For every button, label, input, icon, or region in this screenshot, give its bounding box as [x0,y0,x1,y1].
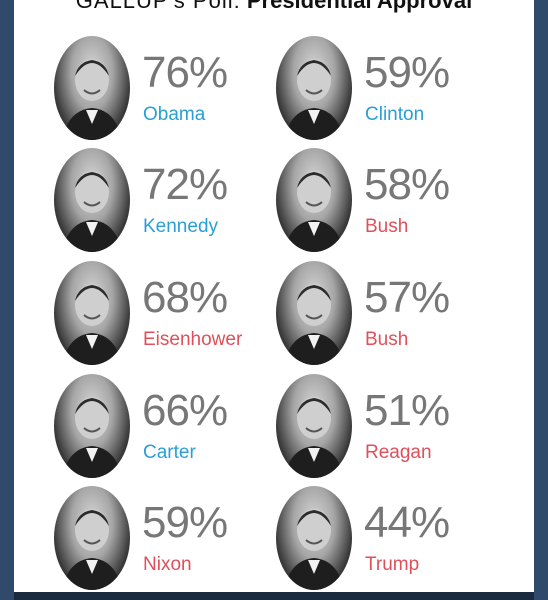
approval-value: 51% [364,386,450,435]
approval-value: 76% [142,48,228,97]
president-name: Clinton [365,104,425,125]
approval-entry: 68% Eisenhower [54,261,304,369]
president-portrait [54,486,130,590]
president-portrait [276,36,352,140]
approval-entry: 59% Clinton [276,36,526,144]
president-portrait [276,148,352,252]
approval-value: 72% [142,160,228,209]
approval-value: 58% [364,160,450,209]
president-portrait [54,374,130,478]
approval-entry: 58% Bush [276,148,526,256]
president-portrait [54,261,130,365]
approval-entry: 44% Trump [276,486,526,594]
approval-entry: 76% Obama [54,36,304,144]
approval-entry: 59% Nixon [54,486,304,594]
approval-value: 57% [364,273,450,322]
president-name: Reagan [365,442,432,463]
president-portrait [276,261,352,365]
approval-value: 44% [364,498,450,547]
president-name: Bush [365,329,409,350]
poll-card: GALLUP's Poll: Presidential Approval 76%… [14,0,534,600]
title-bold: Presidential Approval [246,0,473,13]
approval-value: 59% [142,498,228,547]
president-name: Obama [143,104,206,125]
chart-title: GALLUP's Poll: Presidential Approval [14,0,534,14]
approval-entry: 57% Bush [276,261,526,369]
president-portrait [276,374,352,478]
president-portrait [54,148,130,252]
president-name: Bush [365,216,409,237]
president-portrait [276,486,352,590]
president-name: Carter [143,442,196,463]
approval-entry: 72% Kennedy [54,148,304,256]
president-name: Kennedy [143,216,219,237]
president-portrait [54,36,130,140]
president-name: Eisenhower [143,329,243,350]
president-name: Trump [365,554,420,575]
approval-value: 68% [142,273,228,322]
footer-band [14,592,534,600]
president-name: Nixon [143,554,192,575]
approval-entry: 51% Reagan [276,374,526,482]
title-light: GALLUP's Poll: [75,0,241,13]
approval-value: 59% [364,48,450,97]
approval-entry: 66% Carter [54,374,304,482]
approval-value: 66% [142,386,228,435]
